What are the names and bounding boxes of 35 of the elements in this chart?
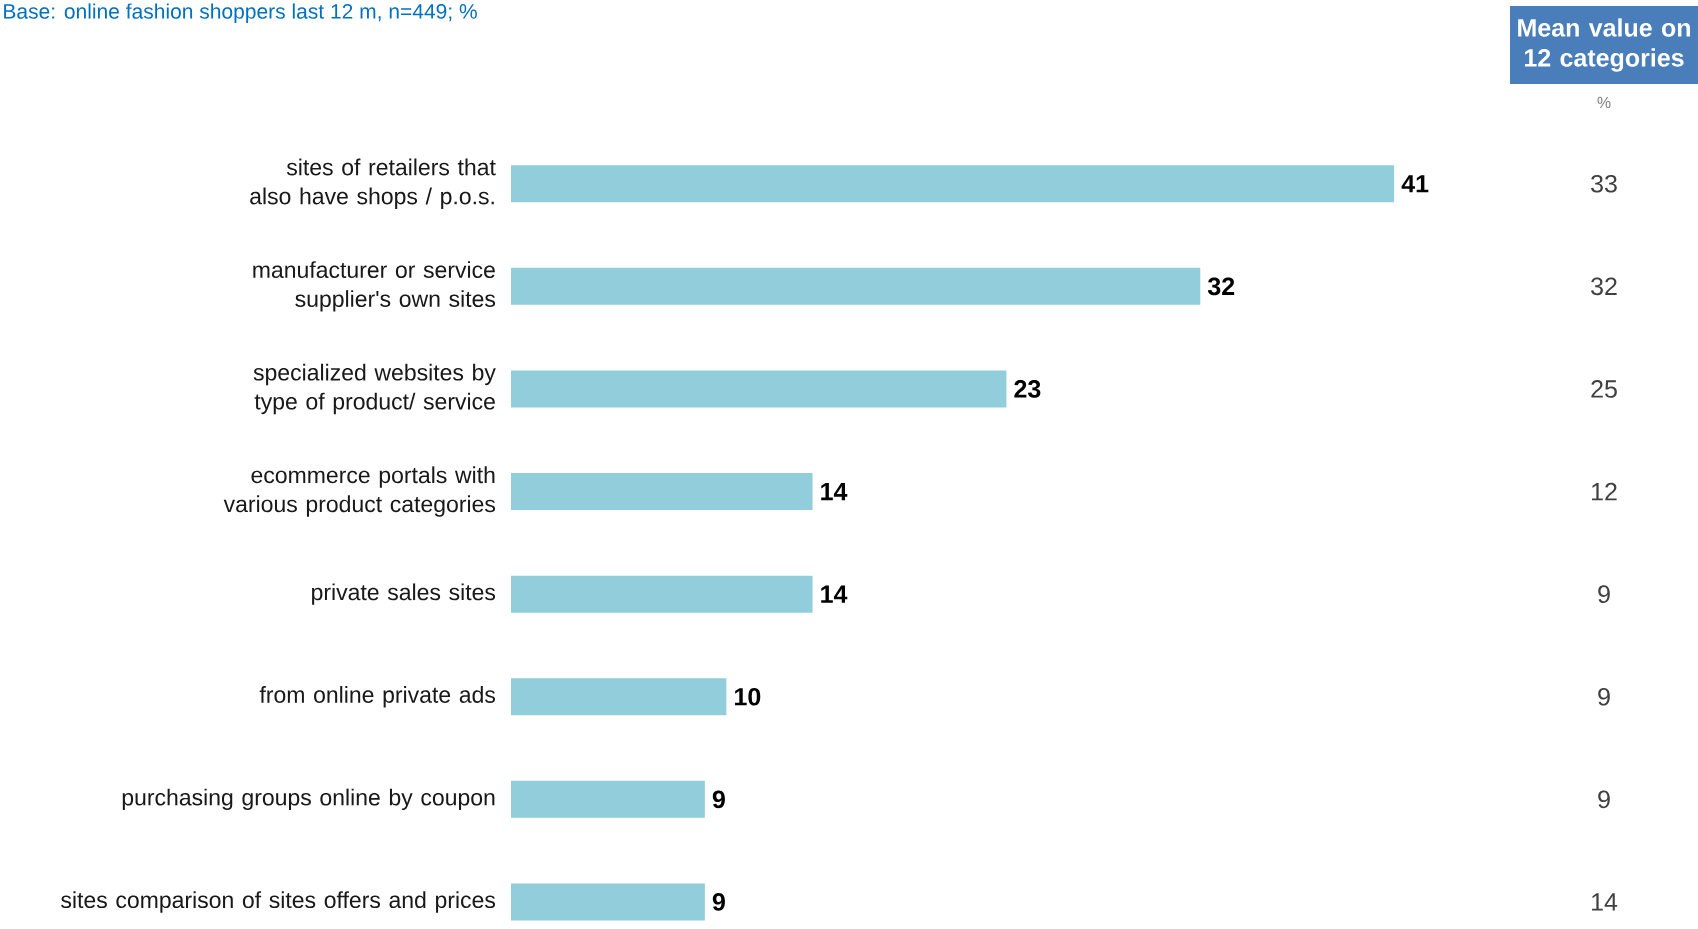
y-tick-label: purchasing groups online by coupon: [122, 788, 495, 811]
data-label: 25: [1591, 380, 1617, 398]
y-tick-label: specialized websites by type of product/ service: [253, 363, 496, 415]
y-tick-label: sites of retailers that also have shops / p.o.s.: [250, 158, 496, 209]
data-label: 41: [1401, 175, 1429, 193]
text: Mean value on 12 categories: [1518, 18, 1690, 72]
data-label: 9: [1598, 585, 1610, 603]
bar: [511, 883, 705, 921]
data-label: 9: [712, 790, 725, 809]
bar: [511, 370, 1007, 408]
data-label: 32: [1207, 277, 1235, 296]
bar: [511, 267, 1201, 305]
data-label: 10: [735, 687, 761, 706]
data-label: 12: [1592, 482, 1617, 501]
y-tick-label: ecommerce portals with various product categories: [223, 466, 496, 517]
bar: [511, 165, 1395, 203]
bar: [511, 678, 727, 716]
y-tick-label: sites comparison of sites offers and prices: [61, 891, 496, 913]
data-label: 9: [1598, 687, 1610, 706]
data-label: 32: [1591, 277, 1617, 296]
text: %: [1597, 96, 1611, 109]
data-label: 14: [821, 585, 848, 603]
bar: [511, 575, 813, 613]
bar: [511, 473, 813, 511]
data-label: 23: [1014, 380, 1041, 398]
text: Base: online fashion shoppers last 12 m, n=449; %: [4, 3, 477, 23]
data-label: 33: [1591, 174, 1617, 193]
data-label: 14: [1592, 893, 1618, 911]
y-tick-label: from online private ads: [259, 686, 496, 708]
bar: [511, 780, 705, 818]
data-label: 9: [1598, 790, 1610, 809]
data-label: 14: [821, 482, 848, 501]
data-label: 9: [712, 893, 725, 911]
y-tick-label: private sales sites: [312, 583, 496, 605]
y-tick-label: manufacturer or service supplier's own sites: [253, 261, 496, 312]
